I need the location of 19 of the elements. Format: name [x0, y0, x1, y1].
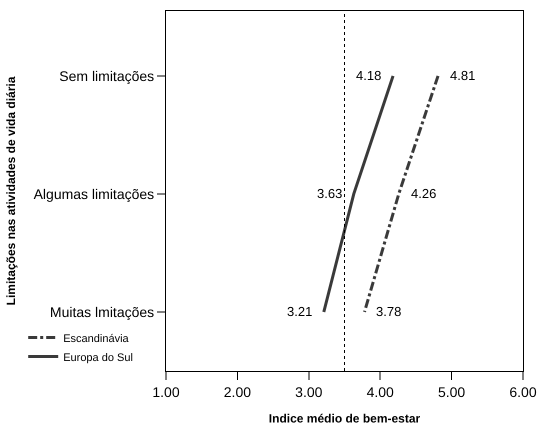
- x-tick-label: 5.00: [438, 384, 466, 400]
- legend-label: Europa do Sul: [63, 352, 133, 364]
- data-label: 4.26: [411, 186, 436, 201]
- data-label: 3.78: [376, 304, 402, 319]
- x-axis-title: Indice médio de bem-estar: [268, 412, 421, 426]
- legend-label: Escandinávia: [63, 332, 130, 345]
- x-tick-label: 4.00: [366, 384, 394, 400]
- data-label: 4.18: [356, 68, 382, 83]
- data-label: 4.81: [450, 68, 476, 83]
- data-label: 3.21: [287, 304, 312, 319]
- x-tick-label: 6.00: [509, 384, 537, 400]
- x-tick-label: 2.00: [224, 384, 252, 400]
- x-tick-label: 1.00: [152, 384, 180, 400]
- x-tick-label: 3.00: [295, 384, 323, 400]
- y-tick-label: Muitas lmitações: [50, 304, 154, 320]
- y-tick-label: Algumas limitações: [34, 186, 154, 202]
- data-label: 3.63: [317, 186, 342, 201]
- y-axis-title: Limitações nas atividades de vida diária: [4, 76, 18, 306]
- y-tick-label: Sem limitações: [59, 68, 154, 84]
